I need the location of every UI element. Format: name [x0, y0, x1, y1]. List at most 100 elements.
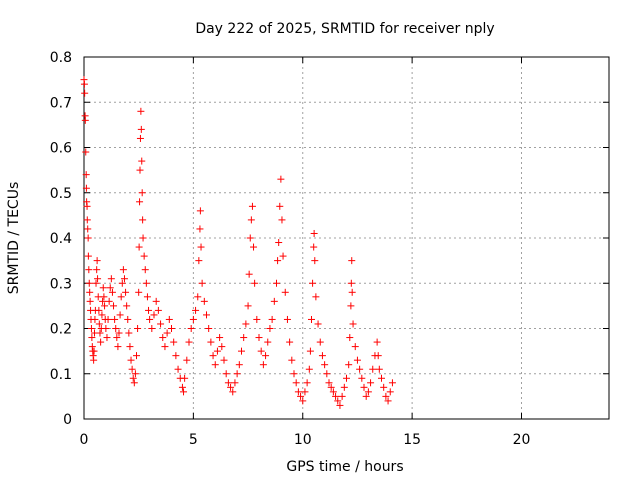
- data-point: [126, 343, 134, 351]
- x-tick-label: 20: [513, 432, 531, 448]
- data-point: [170, 338, 178, 346]
- data-point: [178, 383, 186, 391]
- chart-title: Day 222 of 2025, SRMTID for receiver npl…: [195, 21, 494, 37]
- data-point: [340, 383, 348, 391]
- data-point: [92, 279, 100, 287]
- data-point: [172, 352, 180, 360]
- data-point: [195, 257, 203, 265]
- data-point: [138, 157, 146, 165]
- data-point: [101, 302, 109, 310]
- data-point: [150, 311, 158, 319]
- data-point: [373, 338, 381, 346]
- data-point: [327, 383, 335, 391]
- x-tick-label: 0: [80, 432, 89, 448]
- data-point: [198, 279, 206, 287]
- data-point: [137, 125, 145, 133]
- data-point: [238, 347, 245, 355]
- data-point: [185, 338, 193, 346]
- data-point: [82, 171, 90, 179]
- data-point: [110, 302, 118, 310]
- data-point: [283, 315, 291, 323]
- data-point: [100, 293, 108, 301]
- data-point: [118, 279, 126, 287]
- data-point: [95, 306, 103, 314]
- data-point: [380, 383, 388, 391]
- data-point: [99, 284, 107, 292]
- data-point: [187, 325, 195, 332]
- data-point: [259, 361, 267, 369]
- y-tick-label: 0.1: [50, 367, 72, 383]
- x-tick-labels: 0 5 10 15 20: [80, 432, 531, 448]
- data-point: [310, 229, 318, 237]
- data-point: [301, 388, 309, 396]
- data-point: [378, 374, 385, 382]
- data-point: [323, 370, 331, 378]
- data-point: [306, 347, 314, 355]
- data-point: [277, 175, 285, 183]
- data-point: [135, 288, 143, 296]
- y-tick-label: 0.7: [50, 95, 72, 111]
- data-point: [143, 293, 151, 301]
- data-point: [358, 374, 366, 382]
- data-point: [311, 257, 319, 265]
- data-point: [91, 315, 99, 323]
- x-tick-label: 10: [294, 432, 312, 448]
- data-point: [192, 306, 200, 314]
- data-point: [128, 365, 136, 373]
- data-point: [103, 334, 111, 342]
- data-point: [136, 198, 144, 206]
- data-point: [281, 288, 289, 296]
- data-point: [141, 266, 149, 274]
- data-point: [273, 279, 280, 287]
- data-point: [83, 216, 91, 224]
- data-point: [250, 243, 258, 251]
- data-point: [104, 315, 112, 323]
- data-point: [345, 361, 353, 369]
- data-point: [189, 315, 197, 323]
- data-point: [94, 275, 102, 283]
- data-point: [346, 334, 354, 342]
- data-point: [264, 338, 272, 346]
- data-point: [275, 239, 283, 247]
- y-tick-label: 0.6: [50, 141, 72, 157]
- x-axis-label: GPS time / hours: [286, 459, 403, 475]
- data-point: [125, 329, 133, 337]
- data-point: [161, 343, 169, 351]
- data-point: [81, 89, 89, 97]
- y-tick-label: 0.3: [50, 276, 72, 292]
- data-point: [124, 315, 132, 323]
- data-point: [251, 279, 259, 287]
- data-point: [134, 325, 142, 332]
- data-point: [93, 257, 101, 265]
- data-point: [142, 279, 150, 287]
- data-point: [297, 392, 305, 400]
- data-point: [136, 134, 144, 142]
- data-point: [227, 383, 235, 391]
- data-point: [105, 297, 113, 305]
- data-point: [209, 352, 217, 360]
- data-point: [332, 392, 340, 400]
- data-point: [384, 397, 392, 405]
- y-tick-label: 0.5: [50, 186, 72, 202]
- data-point: [276, 202, 284, 210]
- data-point: [152, 297, 160, 305]
- data-point: [136, 166, 144, 174]
- data-point: [99, 297, 107, 305]
- data-point: [308, 315, 315, 323]
- data-point: [84, 252, 92, 260]
- x-tick-label: 5: [189, 432, 198, 448]
- data-point: [114, 343, 122, 351]
- data-point: [233, 370, 241, 378]
- data-point: [108, 288, 116, 296]
- data-point: [247, 216, 255, 224]
- data-point: [329, 388, 337, 396]
- data-point: [194, 293, 202, 301]
- data-point: [200, 297, 208, 305]
- data-point: [348, 257, 356, 265]
- x-tick-label: 15: [403, 432, 421, 448]
- data-point: [386, 388, 394, 396]
- data-point: [123, 302, 131, 310]
- data-point: [139, 234, 147, 242]
- data-point: [127, 356, 135, 364]
- data-point: [375, 365, 383, 373]
